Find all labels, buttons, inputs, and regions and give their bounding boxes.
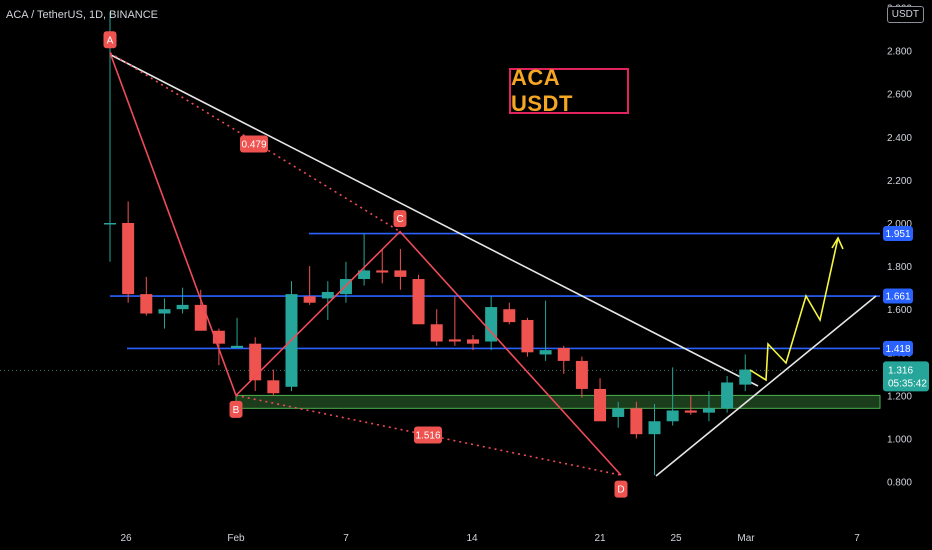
harmonic-pattern[interactable]: [109, 52, 622, 476]
pattern-point-c: C: [393, 210, 407, 228]
candle-body[interactable]: [122, 223, 135, 295]
svg-text:1.418: 1.418: [885, 344, 910, 355]
y-axis-tick: 1.200: [887, 391, 912, 402]
x-axis-tick: Mar: [737, 533, 755, 544]
pattern-point-d: D: [614, 480, 628, 498]
ratio-label-bd: 1.516: [414, 426, 442, 444]
candle-body[interactable]: [539, 350, 552, 355]
candle-body[interactable]: [303, 296, 316, 303]
svg-text:0.479: 0.479: [241, 140, 266, 151]
last-price-tag: 1.316 05:35:42: [883, 361, 929, 392]
last-price-value: 1.316: [888, 365, 913, 376]
svg-text:1.516: 1.516: [415, 431, 440, 442]
y-axis-tick: 1.000: [887, 435, 912, 446]
currency-badge[interactable]: USDT: [886, 6, 924, 23]
ascending-trendline[interactable]: [655, 295, 877, 477]
candle-body[interactable]: [412, 279, 425, 325]
pattern-point-b: B: [229, 400, 243, 418]
projection-path[interactable]: [749, 237, 839, 382]
candle-body[interactable]: [140, 294, 153, 314]
pattern-point-a: A: [103, 31, 117, 49]
ratio-label-ac: 0.479: [240, 135, 268, 153]
candle-body[interactable]: [575, 360, 588, 389]
candle-body[interactable]: [594, 388, 607, 422]
x-axis-tick: 25: [670, 533, 682, 544]
level-price-tag: 1.661: [883, 288, 913, 304]
candle-body[interactable]: [104, 223, 116, 225]
x-axis-tick: 26: [120, 533, 132, 544]
x-axis-tick: 14: [466, 533, 478, 544]
y-axis-tick: 1.800: [887, 262, 912, 273]
level-price-tag: 1.951: [883, 226, 913, 242]
x-axis-tick: 7: [854, 533, 860, 544]
symbol-title[interactable]: ACA / TetherUS, 1D, BINANCE: [6, 9, 159, 21]
candle-body[interactable]: [394, 270, 407, 277]
candle-body[interactable]: [503, 309, 516, 323]
candle-body[interactable]: [249, 343, 262, 381]
candle-body[interactable]: [666, 410, 679, 422]
candle-body[interactable]: [158, 309, 171, 314]
svg-text:1.951: 1.951: [885, 229, 910, 240]
candle-body[interactable]: [739, 369, 752, 385]
svg-text:C: C: [396, 214, 403, 225]
y-axis-tick: 2.000: [887, 219, 912, 230]
candle-body[interactable]: [630, 408, 643, 435]
candle-body[interactable]: [721, 382, 734, 409]
candle-body[interactable]: [231, 345, 244, 348]
projection-arrowhead: [831, 236, 844, 250]
candle-body[interactable]: [194, 304, 207, 331]
candle-body[interactable]: [467, 339, 479, 344]
candle-body[interactable]: [485, 307, 498, 342]
y-axis-tick: 0.800: [887, 478, 912, 489]
candle-body[interactable]: [430, 324, 443, 342]
y-axis-tick: 2.800: [887, 47, 912, 58]
descending-trendline[interactable]: [110, 54, 759, 387]
svg-text:A: A: [107, 35, 114, 46]
candle-body[interactable]: [557, 347, 570, 361]
y-axis-tick: 2.400: [887, 133, 912, 144]
candle-body[interactable]: [648, 421, 661, 435]
x-axis-tick: Feb: [227, 533, 245, 544]
ratio-line-ac: [109, 52, 401, 233]
candle-body[interactable]: [684, 410, 697, 413]
x-axis-tick: 21: [594, 533, 606, 544]
candle-body[interactable]: [176, 304, 189, 310]
candle-body[interactable]: [448, 339, 461, 342]
candle-body[interactable]: [612, 408, 625, 417]
chart-headline: ACA USDT: [509, 65, 629, 116]
candle-body[interactable]: [702, 408, 715, 413]
candle-body[interactable]: [376, 270, 389, 273]
candle-body[interactable]: [521, 319, 534, 353]
svg-text:B: B: [233, 405, 240, 416]
candle-body[interactable]: [358, 270, 371, 280]
candle-body[interactable]: [267, 380, 280, 394]
svg-text:D: D: [617, 485, 624, 496]
svg-text:1.661: 1.661: [885, 292, 910, 303]
x-axis-tick: 7: [343, 533, 349, 544]
bar-countdown: 05:35:42: [888, 378, 927, 389]
candle-body[interactable]: [321, 291, 334, 299]
y-axis-tick: 2.600: [887, 90, 912, 101]
y-axis-tick: 2.200: [887, 176, 912, 187]
level-price-tag: 1.418: [883, 340, 913, 356]
y-axis-tick: 1.600: [887, 305, 912, 316]
